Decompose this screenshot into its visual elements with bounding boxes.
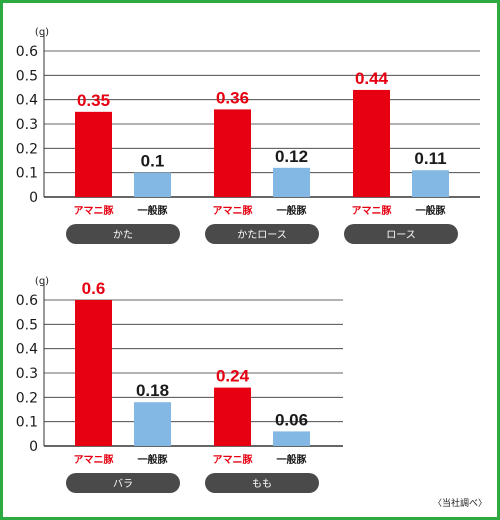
y-tick-label: 0.4 — [16, 342, 38, 358]
bar-category-label: アマニ豚 — [213, 454, 253, 466]
bar-category-label: アマニ豚 — [352, 205, 392, 217]
y-tick-label: 0.4 — [16, 93, 38, 109]
y-tick-label: 0.2 — [16, 390, 38, 406]
bar-value-label: 0.35 — [77, 91, 110, 110]
bar-ippan — [273, 167, 310, 197]
bar-value-label: 0.44 — [355, 69, 389, 88]
bar-amani — [75, 111, 112, 197]
bar-value-label: 0.12 — [275, 147, 308, 166]
bar-ippan — [134, 402, 171, 446]
y-tick-label: 0.6 — [16, 44, 38, 60]
bar-ippan — [412, 170, 449, 197]
y-tick-label: 0.2 — [16, 141, 38, 157]
group-pill-label: ロース — [386, 230, 416, 241]
bar-value-label: 0.36 — [216, 88, 249, 107]
bar-value-label: 0.1 — [141, 152, 165, 171]
y-tick-label: 0.1 — [16, 415, 38, 431]
group-pill — [205, 473, 319, 493]
group-pill — [66, 224, 180, 244]
bar-category-label: 一般豚 — [138, 204, 168, 217]
bar-value-label: 0.24 — [216, 367, 250, 386]
bar-amani — [214, 387, 251, 446]
bar-amani — [353, 89, 390, 197]
y-tick-label: 0.5 — [16, 68, 38, 84]
bar-value-label: 0.11 — [414, 149, 446, 168]
bar-category-label: 一般豚 — [416, 204, 446, 217]
y-unit-label: (g) — [35, 27, 49, 38]
source-note: 〈当社調べ〉 — [433, 497, 487, 509]
y-tick-label: 0.3 — [16, 366, 38, 382]
bar-category-label: 一般豚 — [277, 453, 307, 466]
group-pill-label: もも — [252, 478, 272, 490]
bar-category-label: アマニ豚 — [74, 454, 114, 466]
y-tick-label: 0.1 — [16, 166, 38, 182]
bar-ippan — [134, 172, 171, 197]
bar-value-label: 0.06 — [275, 410, 308, 429]
group-pill-label: バラ — [113, 478, 133, 490]
y-tick-label: 0.5 — [16, 317, 38, 333]
group-pill — [205, 224, 319, 244]
y-unit-label: (g) — [35, 276, 49, 287]
bar-category-label: 一般豚 — [277, 204, 307, 217]
bar-ippan — [273, 431, 310, 446]
bar-category-label: アマニ豚 — [213, 205, 253, 217]
y-tick-label: 0 — [29, 190, 38, 206]
bar-amani — [75, 300, 112, 446]
group-pill-label: かたロース — [237, 229, 287, 241]
y-tick-label: 0 — [29, 439, 38, 455]
group-pill — [66, 473, 180, 493]
y-tick-label: 0.6 — [16, 293, 38, 309]
bar-amani — [214, 109, 251, 197]
bar-category-label: 一般豚 — [138, 453, 168, 466]
bar-value-label: 0.6 — [82, 279, 106, 298]
bar-category-label: アマニ豚 — [74, 205, 114, 217]
group-pill — [344, 224, 458, 244]
group-pill-label: かた — [113, 229, 133, 241]
bar-value-label: 0.18 — [136, 381, 169, 400]
y-tick-label: 0.3 — [16, 117, 38, 133]
